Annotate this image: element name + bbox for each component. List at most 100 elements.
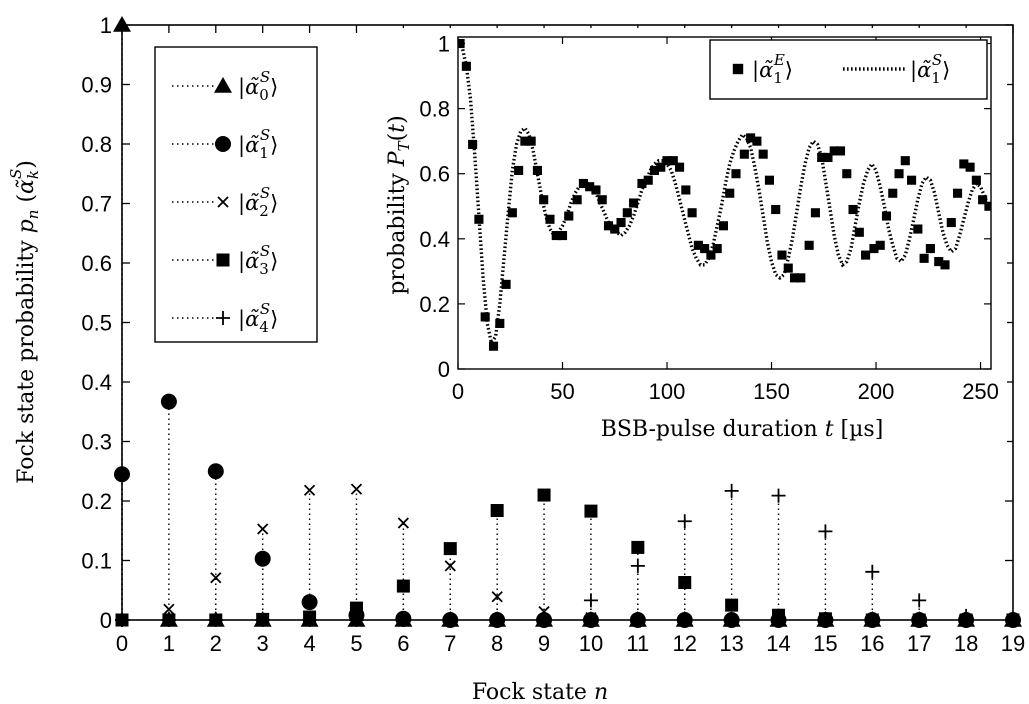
inset-experiment-markers: [458, 38, 991, 351]
inset-marker: [514, 165, 524, 176]
main-y-tick-label: 0.5: [81, 311, 112, 336]
main-y-tick-label: 0.9: [81, 73, 112, 98]
main-marker-circle: [207, 463, 224, 480]
inset-marker: [764, 175, 774, 185]
inset-marker: [520, 136, 530, 146]
inset-marker: [474, 214, 484, 224]
main-marker-plus: [959, 608, 974, 623]
main-x-axis-label: Fock state n: [472, 680, 608, 704]
inset-marker: [545, 214, 555, 224]
inset-marker: [597, 195, 607, 205]
main-marker-plus: [302, 613, 317, 627]
main-marker-x: [163, 603, 175, 615]
main-x-tick-label: 2: [210, 631, 222, 656]
main-legend-label: |α̃1S⟩: [238, 126, 278, 162]
inset-marker: [946, 217, 956, 228]
inset-marker: [758, 149, 768, 159]
main-marker-plus: [583, 593, 598, 608]
main-marker-x: [397, 517, 410, 529]
main-marker-x: [444, 560, 456, 572]
main-x-tick-label: 12: [672, 631, 696, 656]
main-x-tick-label: 18: [954, 631, 978, 656]
inset-marker: [984, 201, 991, 211]
main-marker-plus: [349, 613, 364, 627]
main-marker-plus: [771, 488, 786, 503]
inset-marker: [564, 211, 574, 221]
inset-marker: [810, 208, 820, 218]
main-x-tick-label: 4: [303, 631, 315, 656]
inset-marker: [752, 136, 762, 146]
main-marker-x: [257, 523, 269, 535]
main-marker-circle: [582, 612, 599, 628]
main-marker-plus: [818, 524, 833, 539]
inset-marker: [789, 273, 800, 283]
main-legend-marker-x: [217, 196, 229, 208]
inset-x-tick-label: 150: [753, 379, 790, 404]
main-marker-circle: [114, 466, 130, 483]
main-marker-x: [491, 591, 503, 603]
main-legend-label: |α̃0S⟩: [238, 68, 278, 104]
inset-marker: [835, 146, 846, 156]
main-y-axis-label: Fock state probability pn (α̃kS): [7, 160, 42, 484]
inset-marker: [585, 182, 595, 192]
main-marker-square: [396, 579, 410, 593]
main-x-tick-label: 8: [491, 631, 503, 656]
inset-marker: [725, 188, 735, 198]
main-marker-square: [912, 613, 926, 627]
main-x-tick-label: 6: [397, 631, 409, 656]
main-marker-square: [725, 598, 739, 612]
main-y-tick-label: 0.7: [81, 192, 112, 217]
main-marker-x: [210, 572, 222, 584]
svg-text:Fock state probability pn (α̃k: Fock state probability pn (α̃kS): [7, 160, 42, 484]
inset-marker: [551, 230, 561, 241]
inset-marker: [668, 156, 678, 166]
inset-marker: [804, 240, 814, 250]
inset-marker: [591, 185, 601, 195]
inset-marker: [578, 178, 588, 189]
inset-marker: [480, 312, 490, 322]
inset-y-tick-label: 0.6: [419, 162, 450, 187]
inset-marker: [501, 279, 511, 289]
inset-marker: [468, 139, 478, 149]
inset-marker: [603, 221, 614, 231]
inset-legend: |α̃1E⟩ |α̃1S⟩: [709, 39, 988, 100]
inset-marker: [687, 208, 697, 218]
main-marker-x: [350, 483, 363, 495]
main-legend-box: [154, 46, 318, 343]
inset-legend-marker-square: [732, 63, 744, 75]
main-marker-plus: [490, 613, 505, 627]
main-x-tick-label: 9: [538, 631, 550, 656]
main-y-tick-label: 0.2: [81, 489, 112, 514]
main-y-tick-label: 0.6: [81, 251, 112, 276]
inset-marker: [539, 195, 549, 205]
inset-marker: [913, 224, 923, 234]
main-marker-x: [303, 484, 316, 496]
inset-marker: [965, 162, 975, 172]
inset-marker: [940, 260, 950, 270]
main-marker-x: [585, 611, 597, 624]
main-x-tick-label: 14: [766, 631, 790, 656]
inset-marker: [978, 195, 988, 205]
inset-x-tick-label: 0: [452, 379, 464, 404]
inset-marker: [495, 318, 505, 328]
main-marker-square: [678, 576, 692, 590]
main-x-tick-label: 0: [116, 631, 128, 656]
inset-y-tick-label: 0.2: [419, 292, 450, 317]
inset-marker: [700, 244, 710, 254]
inset-marker: [572, 195, 582, 205]
inset-marker: [739, 149, 749, 159]
inset-marker: [681, 185, 691, 195]
main-legend-marker-triangle: [214, 77, 232, 93]
svg-text:probability PT(t): probability PT(t): [385, 115, 413, 294]
main-marker-square: [772, 608, 786, 622]
inset-marker: [649, 165, 660, 176]
inset-chart: 0 50 100 150 200 250 0 0.2 0.4 0.6 0.8 1 BSB-pulse…: [375, 28, 1007, 453]
main-marker-square: [631, 540, 645, 554]
main-x-tick-label: 17: [907, 631, 931, 656]
inset-marker: [706, 250, 716, 260]
main-y-tick-label: 0.4: [81, 370, 112, 395]
main-marker-plus: [443, 613, 458, 627]
inset-marker: [925, 244, 935, 254]
main-marker-square: [818, 612, 832, 626]
main-marker-plus: [865, 564, 880, 579]
